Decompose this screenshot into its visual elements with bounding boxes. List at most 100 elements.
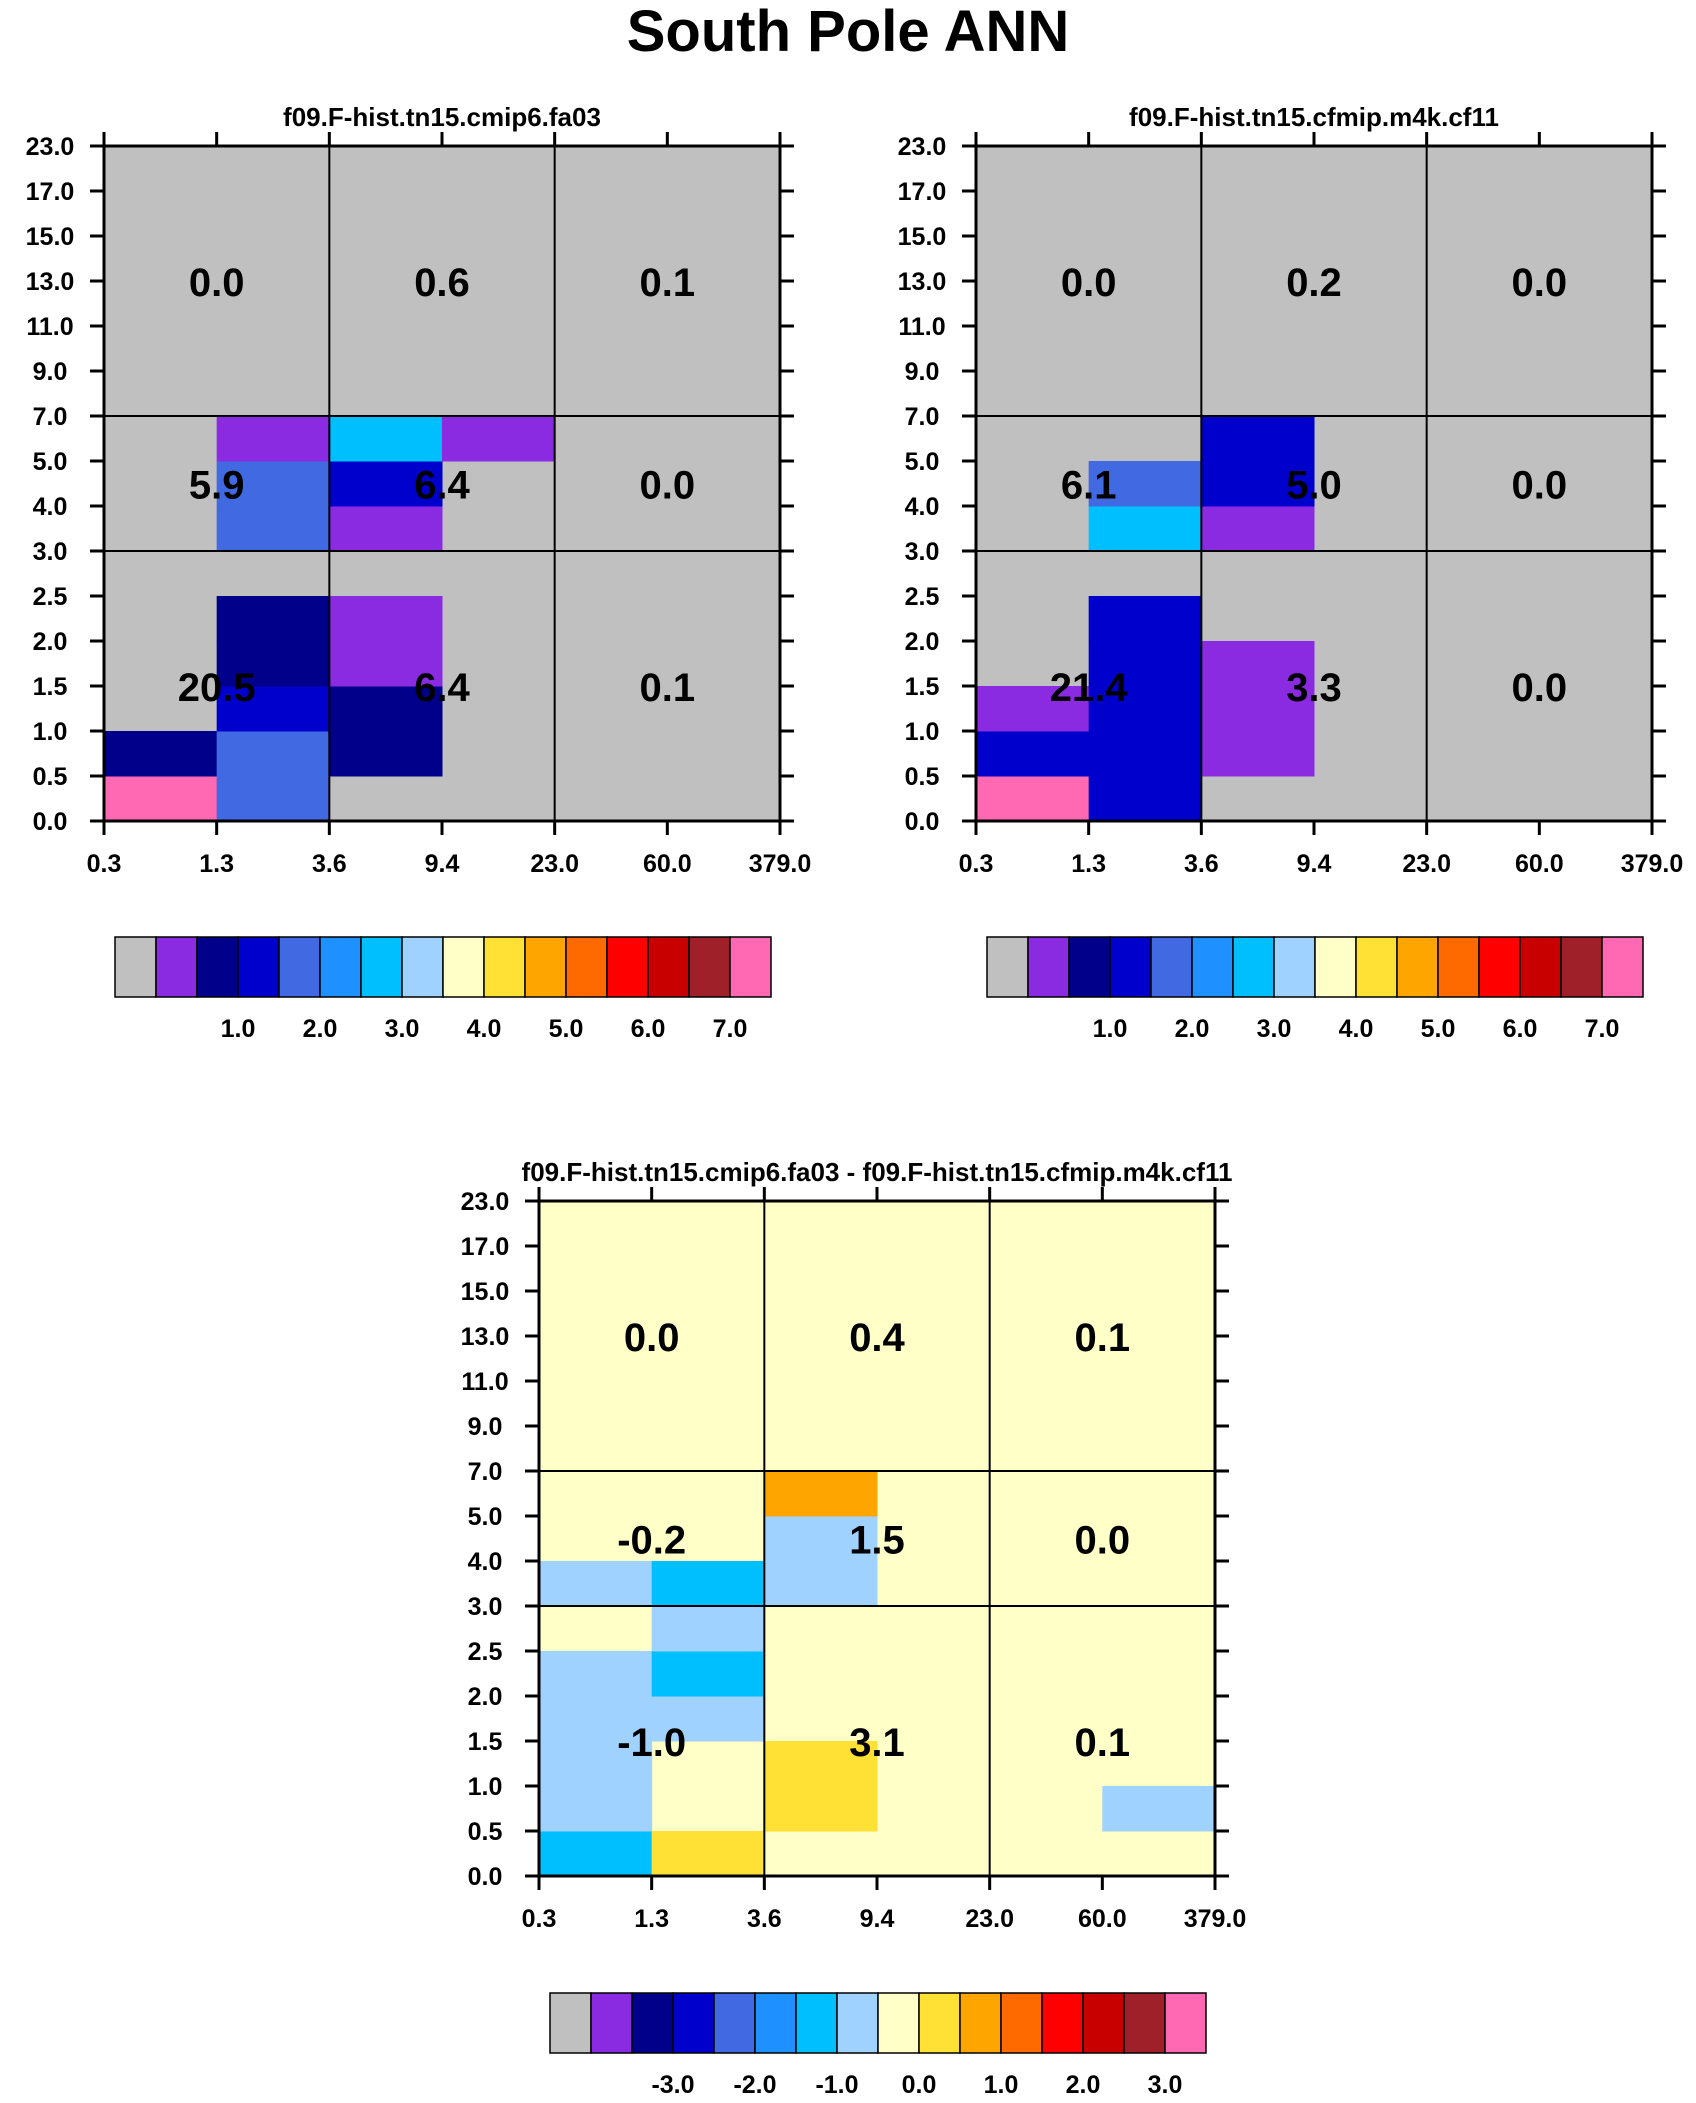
x-tick-label: 379.0 bbox=[1184, 1905, 1247, 1933]
histogram-cell bbox=[216, 596, 330, 642]
x-tick-label: 0.3 bbox=[87, 850, 122, 878]
colorbar-swatch bbox=[877, 1992, 920, 2054]
colorbar-swatch bbox=[1123, 1992, 1166, 2054]
histogram-cell bbox=[216, 416, 330, 462]
colorbar-swatch bbox=[483, 936, 526, 998]
x-tick-label: 0.3 bbox=[959, 850, 994, 878]
y-tick-label: 1.0 bbox=[468, 1773, 503, 1801]
y-tick-label: 0.5 bbox=[905, 763, 940, 791]
colorbar-swatch bbox=[278, 936, 321, 998]
colorbar-swatch bbox=[959, 1992, 1002, 2054]
region-total-label: 3.3 bbox=[1286, 666, 1342, 710]
x-tick-label: 379.0 bbox=[1621, 850, 1684, 878]
colorbar-swatch bbox=[549, 1992, 592, 2054]
colorbar-swatch bbox=[1109, 936, 1152, 998]
figure-title: South Pole ANN bbox=[626, 0, 1070, 64]
histogram-cell bbox=[1102, 1786, 1216, 1832]
region-total-label: 21.4 bbox=[1050, 666, 1129, 710]
y-tick-label: 4.0 bbox=[468, 1548, 503, 1576]
panel-title: f09.F-hist.tn15.cfmip.m4k.cf11 bbox=[1129, 102, 1499, 132]
colorbar-swatch bbox=[836, 1992, 879, 2054]
panel-1: f09.F-hist.tn15.cmip6.fa03 0.3 1.3 3.6 9.4 23… bbox=[26, 102, 812, 1043]
histogram-cell bbox=[1088, 641, 1202, 687]
colorbar-swatch bbox=[1082, 1992, 1125, 2054]
colorbar-swatch bbox=[1041, 1992, 1084, 2054]
region-total-label: 0.6 bbox=[414, 261, 470, 305]
histogram-cell bbox=[764, 1471, 878, 1517]
y-tick-label: 2.5 bbox=[33, 583, 68, 611]
colorbar-label: -3.0 bbox=[651, 2071, 694, 2099]
colorbar-swatch bbox=[631, 1992, 674, 2054]
region-total-label: 0.0 bbox=[189, 261, 245, 305]
y-tick-label: 5.0 bbox=[33, 448, 68, 476]
colorbar-swatch bbox=[1314, 936, 1357, 998]
histogram-cell bbox=[976, 776, 1090, 822]
region-total-label: -1.0 bbox=[617, 1721, 686, 1765]
y-tick-label: 11.0 bbox=[898, 313, 945, 341]
histogram-cell bbox=[651, 1831, 765, 1877]
region-total-label: 20.5 bbox=[178, 666, 256, 710]
colorbar-swatch bbox=[1560, 936, 1603, 998]
y-tick-label: 17.0 bbox=[26, 178, 75, 206]
colorbar-label: 6.0 bbox=[631, 1015, 666, 1043]
histogram-cell bbox=[329, 641, 443, 687]
x-tick-label: 60.0 bbox=[1515, 850, 1564, 878]
colorbar-swatch bbox=[590, 1992, 633, 2054]
colorbar-swatch bbox=[1355, 936, 1398, 998]
histogram-cell bbox=[539, 1831, 653, 1877]
y-tick-label: 1.5 bbox=[468, 1728, 503, 1756]
colorbar-swatch bbox=[1478, 936, 1521, 998]
y-tick-label: 17.0 bbox=[461, 1233, 510, 1261]
y-tick-label: 11.0 bbox=[26, 313, 73, 341]
x-tick-label: 23.0 bbox=[530, 850, 579, 878]
histogram-cell bbox=[539, 1741, 653, 1787]
histogram-cell bbox=[1201, 641, 1315, 687]
y-tick-label: 4.0 bbox=[905, 493, 940, 521]
y-tick-label: 2.0 bbox=[905, 628, 940, 656]
colorbar-swatch bbox=[155, 936, 198, 998]
histogram-cell bbox=[1088, 506, 1202, 552]
x-tick-label: 9.4 bbox=[860, 1905, 895, 1933]
histogram-cell bbox=[651, 1696, 765, 1742]
colorbar-swatch bbox=[401, 936, 444, 998]
y-tick-label: 23.0 bbox=[461, 1188, 510, 1216]
y-tick-label: 3.0 bbox=[468, 1593, 503, 1621]
y-tick-label: 23.0 bbox=[898, 133, 947, 161]
colorbar-swatch bbox=[1191, 936, 1234, 998]
region-total-label: 0.4 bbox=[849, 1316, 905, 1360]
colorbar-swatch bbox=[729, 936, 772, 998]
x-tick-label: 1.3 bbox=[199, 850, 234, 878]
x-tick-label: 60.0 bbox=[1078, 1905, 1127, 1933]
histogram-cell bbox=[764, 1561, 878, 1607]
colorbar-label: 5.0 bbox=[549, 1015, 584, 1043]
colorbar-swatch bbox=[196, 936, 239, 998]
colorbar-swatch bbox=[918, 1992, 961, 2054]
y-tick-label: 3.0 bbox=[905, 538, 940, 566]
y-tick-label: 7.0 bbox=[468, 1458, 503, 1486]
colorbar-label: 1.0 bbox=[1093, 1015, 1128, 1043]
region-total-label: 0.0 bbox=[1512, 261, 1568, 305]
y-tick-label: 11.0 bbox=[461, 1368, 508, 1396]
histogram-cell bbox=[216, 461, 330, 507]
x-tick-label: 379.0 bbox=[749, 850, 812, 878]
region-total-label: 5.9 bbox=[189, 464, 245, 508]
histogram-cell bbox=[104, 731, 218, 777]
colorbar-label: -2.0 bbox=[733, 2071, 776, 2099]
colorbar-label: 2.0 bbox=[1066, 2071, 1101, 2099]
y-tick-label: 0.0 bbox=[905, 808, 940, 836]
y-tick-label: 2.0 bbox=[468, 1683, 503, 1711]
x-tick-label: 3.6 bbox=[312, 850, 347, 878]
region-total-label: 0.0 bbox=[624, 1316, 680, 1360]
region-total-label: 5.0 bbox=[1286, 464, 1342, 508]
colorbar-label: 3.0 bbox=[1257, 1015, 1292, 1043]
histogram-cell bbox=[1201, 416, 1315, 462]
x-tick-label: 1.3 bbox=[634, 1905, 669, 1933]
colorbar-swatch bbox=[1150, 936, 1193, 998]
colorbar-swatch bbox=[1519, 936, 1562, 998]
colorbar-swatch bbox=[1273, 936, 1316, 998]
colorbar-swatch bbox=[647, 936, 690, 998]
panel-title: f09.F-hist.tn15.cmip6.fa03 - f09.F-hist.… bbox=[522, 1157, 1233, 1187]
histogram-cell bbox=[329, 461, 443, 507]
y-tick-label: 9.0 bbox=[33, 358, 68, 386]
